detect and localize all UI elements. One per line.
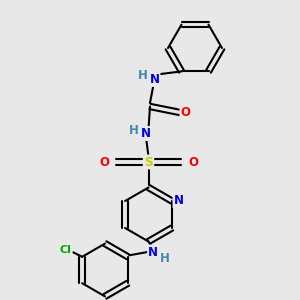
Text: N: N: [140, 127, 151, 140]
Text: N: N: [148, 245, 158, 259]
Text: Cl: Cl: [60, 245, 72, 255]
Text: O: O: [188, 155, 198, 169]
Text: O: O: [180, 106, 190, 119]
Text: N: N: [173, 194, 184, 208]
Text: S: S: [144, 155, 153, 169]
Text: O: O: [99, 155, 109, 169]
Text: H: H: [160, 251, 170, 265]
Text: N: N: [149, 73, 160, 86]
Text: H: H: [138, 69, 148, 82]
Text: H: H: [129, 124, 138, 137]
